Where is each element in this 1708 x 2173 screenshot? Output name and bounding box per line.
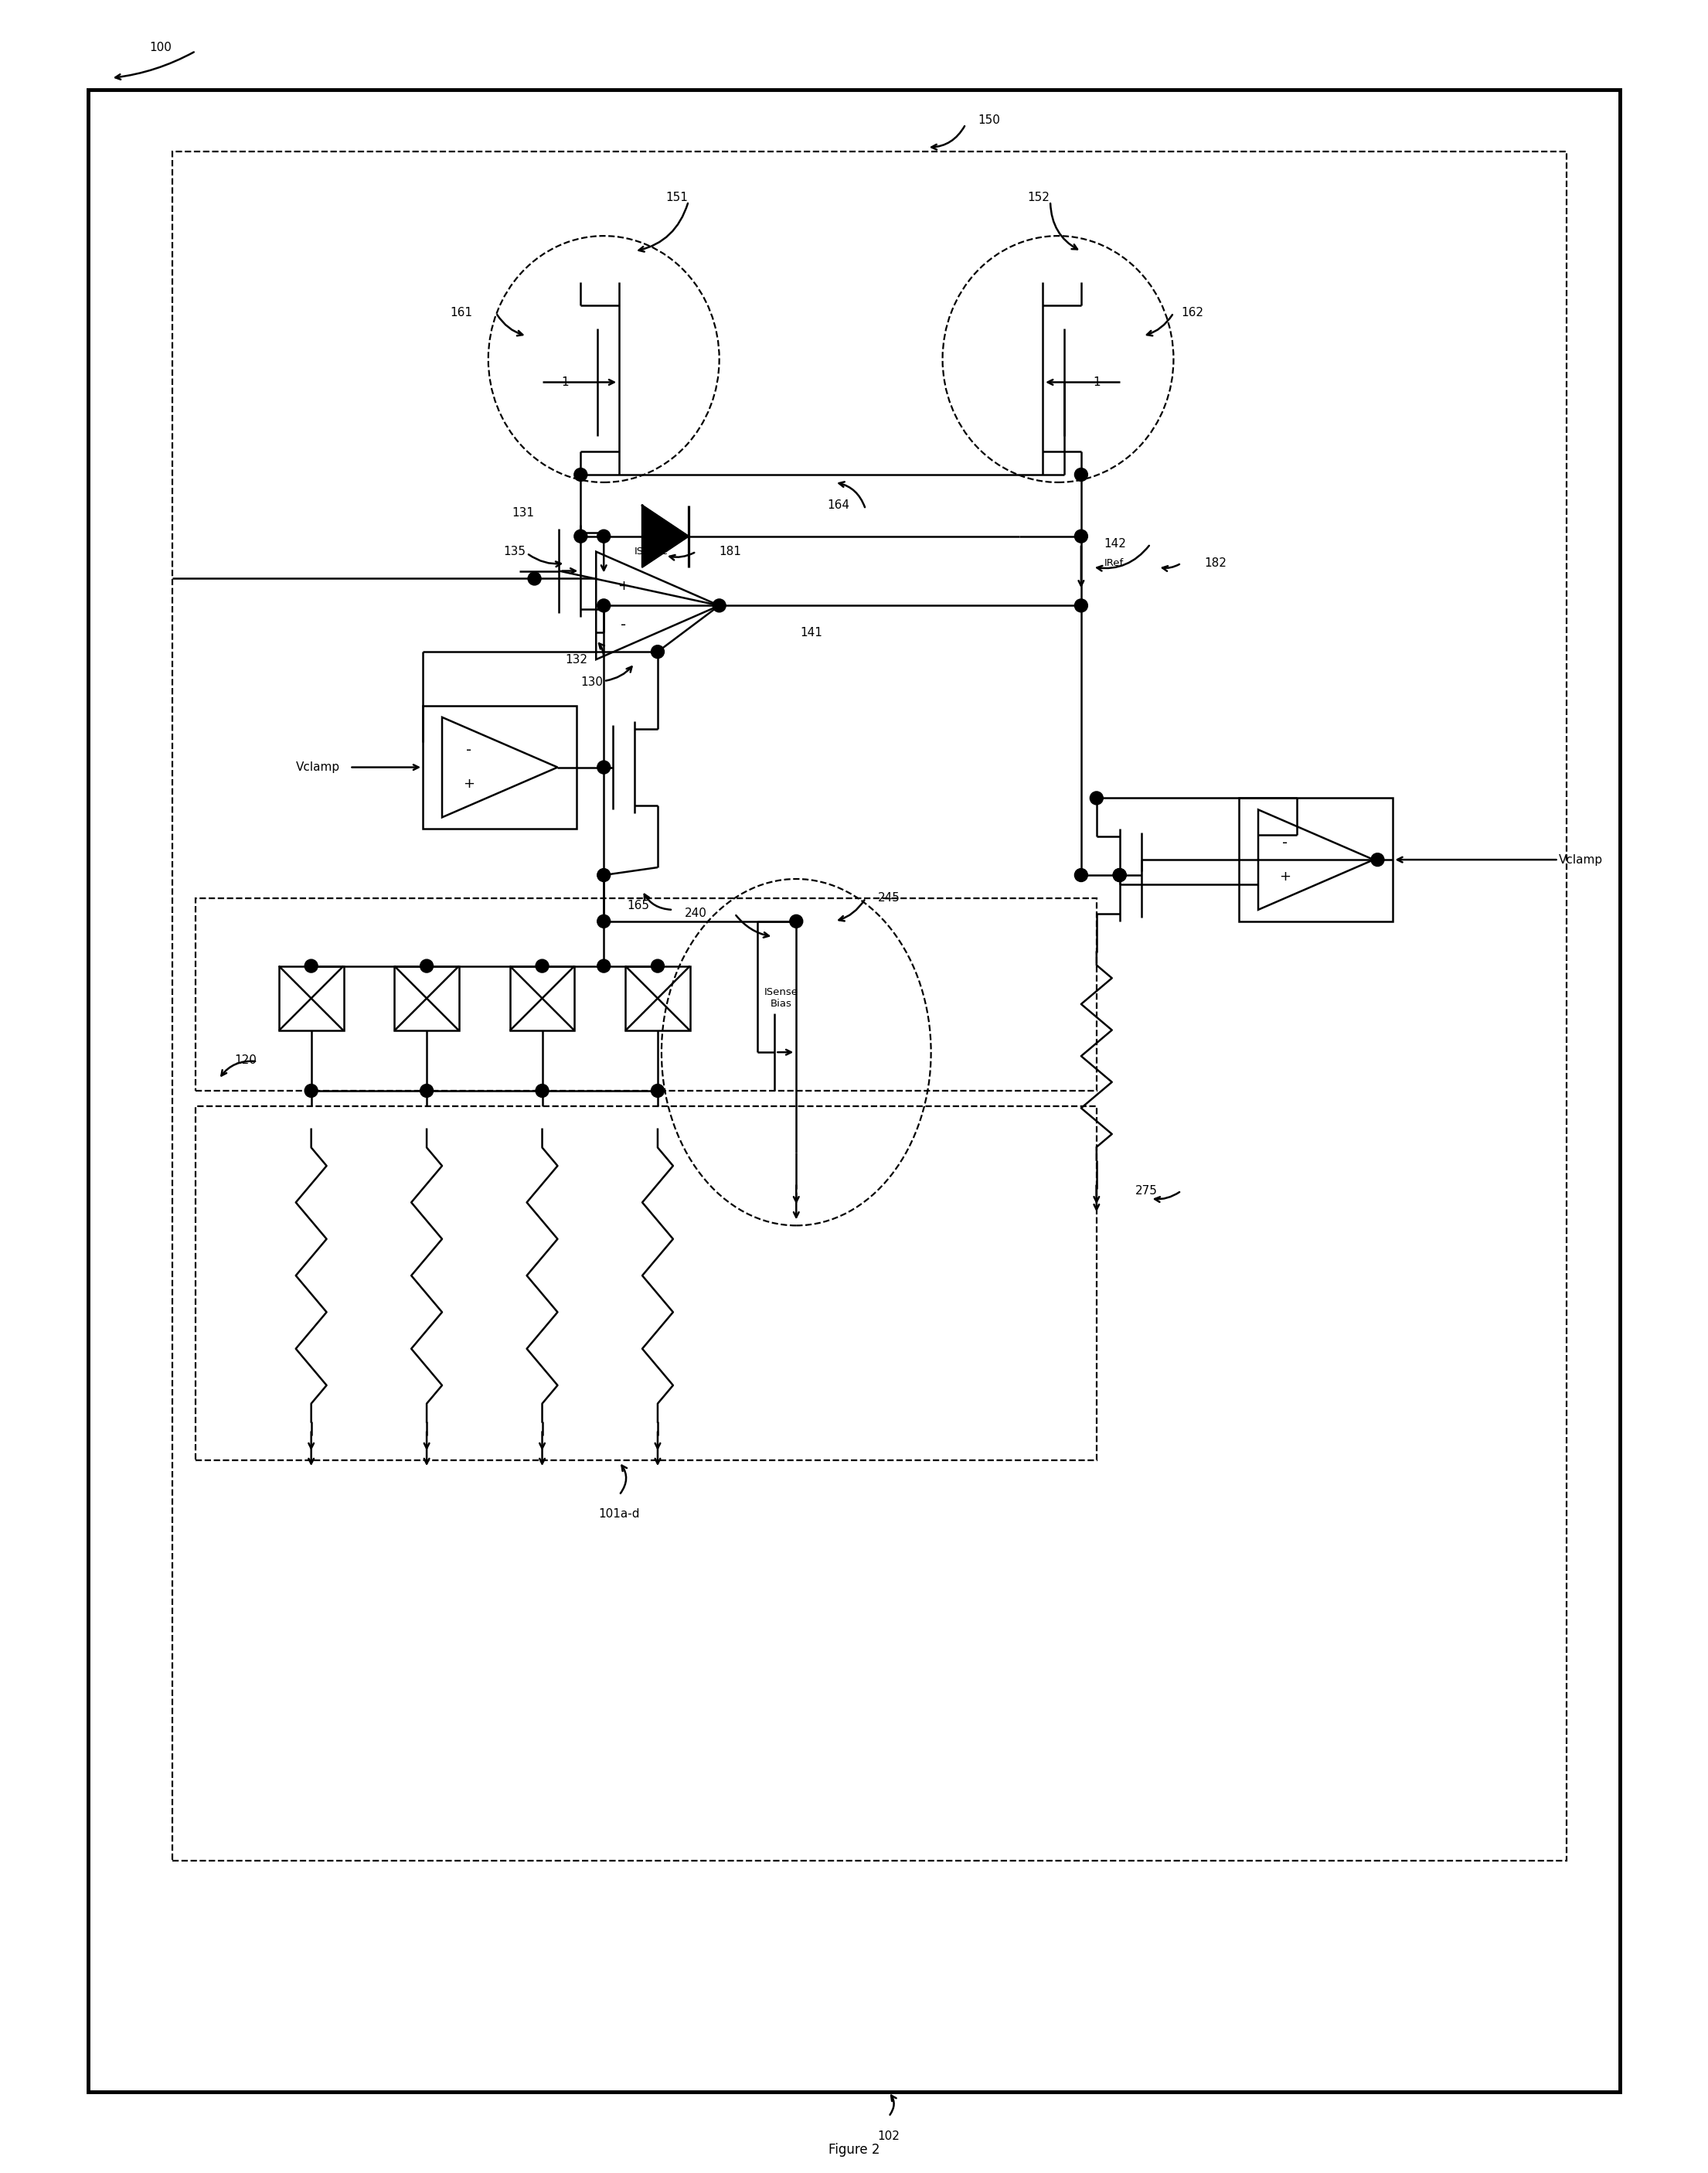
- Circle shape: [598, 600, 610, 613]
- Circle shape: [651, 960, 664, 974]
- Text: 1: 1: [1093, 376, 1100, 389]
- Circle shape: [1372, 854, 1383, 867]
- Polygon shape: [642, 506, 688, 567]
- Circle shape: [1074, 600, 1088, 613]
- Text: 150: 150: [977, 115, 999, 126]
- Text: 275: 275: [1136, 1184, 1158, 1197]
- Circle shape: [536, 1084, 548, 1097]
- Text: 132: 132: [565, 654, 588, 665]
- Circle shape: [304, 1084, 318, 1097]
- Text: Vclamp: Vclamp: [1558, 854, 1602, 865]
- Text: 102: 102: [878, 2132, 900, 2143]
- Circle shape: [1090, 791, 1103, 804]
- Text: 181: 181: [719, 545, 741, 558]
- Text: 1: 1: [562, 376, 569, 389]
- Circle shape: [651, 645, 664, 658]
- Text: 165: 165: [627, 900, 649, 913]
- Text: 120: 120: [234, 1054, 256, 1065]
- Text: 142: 142: [1105, 539, 1127, 550]
- Text: -: -: [466, 743, 471, 758]
- Circle shape: [536, 960, 548, 974]
- Text: 131: 131: [512, 506, 535, 519]
- Circle shape: [528, 571, 541, 585]
- Circle shape: [789, 915, 803, 928]
- Text: 130: 130: [581, 676, 603, 689]
- Circle shape: [598, 960, 610, 974]
- Text: -: -: [620, 617, 625, 632]
- Text: ISense
Bias: ISense Bias: [763, 987, 798, 1008]
- Text: 151: 151: [666, 191, 688, 204]
- Circle shape: [574, 530, 588, 543]
- Circle shape: [712, 600, 726, 613]
- Circle shape: [1074, 869, 1088, 882]
- Circle shape: [651, 1084, 664, 1097]
- Circle shape: [1074, 530, 1088, 543]
- Text: 182: 182: [1204, 558, 1226, 569]
- Circle shape: [598, 915, 610, 928]
- Circle shape: [420, 1084, 434, 1097]
- Text: 161: 161: [449, 306, 471, 319]
- Text: ISense: ISense: [635, 548, 668, 556]
- Text: 141: 141: [801, 626, 823, 639]
- Text: 135: 135: [504, 545, 526, 558]
- Text: 101a-d: 101a-d: [598, 1508, 640, 1521]
- Text: Vclamp: Vclamp: [295, 761, 340, 774]
- Circle shape: [598, 530, 610, 543]
- Circle shape: [1114, 869, 1126, 882]
- Text: 164: 164: [827, 500, 849, 511]
- Text: Figure 2: Figure 2: [828, 2143, 880, 2156]
- Circle shape: [598, 869, 610, 882]
- Text: +: +: [1279, 869, 1291, 884]
- Text: -: -: [1283, 834, 1288, 850]
- Circle shape: [574, 467, 588, 480]
- Text: 162: 162: [1182, 306, 1204, 319]
- Circle shape: [304, 960, 318, 974]
- Circle shape: [1114, 869, 1126, 882]
- Circle shape: [598, 761, 610, 774]
- Circle shape: [420, 960, 434, 974]
- Text: 100: 100: [150, 41, 173, 52]
- Text: 245: 245: [878, 893, 900, 904]
- Text: 152: 152: [1027, 191, 1049, 204]
- Circle shape: [1074, 467, 1088, 480]
- Text: +: +: [617, 580, 629, 593]
- Text: IRef: IRef: [1105, 558, 1124, 567]
- Text: +: +: [463, 778, 475, 791]
- Text: 240: 240: [685, 908, 707, 919]
